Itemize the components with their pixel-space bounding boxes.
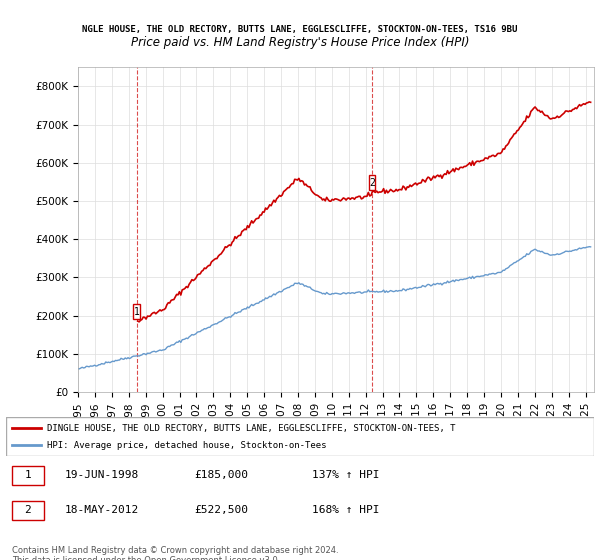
Text: DINGLE HOUSE, THE OLD RECTORY, BUTTS LANE, EGGLESCLIFFE, STOCKTON-ON-TEES, T: DINGLE HOUSE, THE OLD RECTORY, BUTTS LAN…	[47, 424, 455, 433]
Text: 19-JUN-1998: 19-JUN-1998	[65, 470, 139, 480]
Text: Contains HM Land Registry data © Crown copyright and database right 2024.
This d: Contains HM Land Registry data © Crown c…	[12, 546, 338, 560]
Text: 1: 1	[25, 470, 31, 480]
Bar	[368, 175, 376, 190]
Text: 18-MAY-2012: 18-MAY-2012	[65, 505, 139, 515]
Text: 1: 1	[134, 307, 139, 317]
Text: £522,500: £522,500	[194, 505, 248, 515]
Text: 2: 2	[369, 178, 375, 188]
Text: 137% ↑ HPI: 137% ↑ HPI	[312, 470, 379, 480]
Text: Price paid vs. HM Land Registry's House Price Index (HPI): Price paid vs. HM Land Registry's House …	[131, 36, 469, 49]
Bar	[133, 304, 140, 319]
Text: £185,000: £185,000	[194, 470, 248, 480]
Bar	[12, 501, 44, 520]
Text: NGLE HOUSE, THE OLD RECTORY, BUTTS LANE, EGGLESCLIFFE, STOCKTON-ON-TEES, TS16 9B: NGLE HOUSE, THE OLD RECTORY, BUTTS LANE,…	[82, 25, 518, 34]
Bar	[12, 466, 44, 485]
Text: 2: 2	[25, 505, 31, 515]
Text: 168% ↑ HPI: 168% ↑ HPI	[312, 505, 379, 515]
Text: HPI: Average price, detached house, Stockton-on-Tees: HPI: Average price, detached house, Stoc…	[47, 441, 326, 450]
